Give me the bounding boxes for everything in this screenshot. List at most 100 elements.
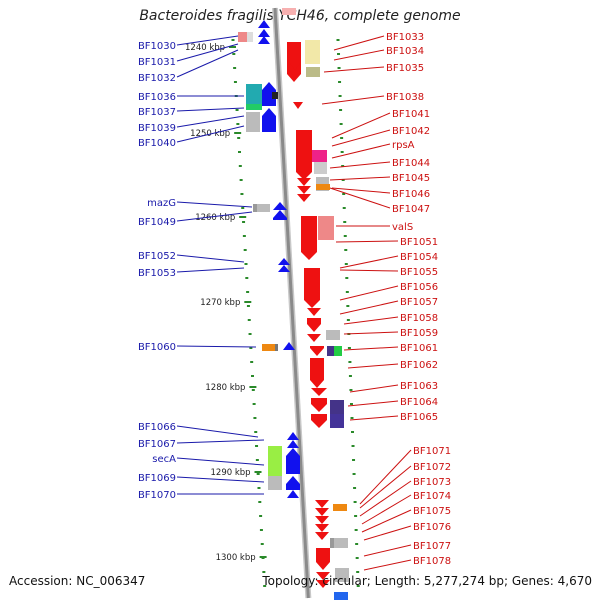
gene-label-right: BF1035 (386, 63, 424, 74)
gene-label-right: BF1038 (386, 92, 424, 103)
gene-label-left: mazG (147, 198, 176, 209)
forward-arrow (287, 432, 299, 440)
gene-callout-line (331, 187, 391, 194)
gene-label-right: BF1044 (392, 158, 430, 169)
gene-label-right: BF1072 (413, 462, 451, 473)
gene-label-left: BF1032 (138, 73, 176, 84)
reverse-arrow (297, 178, 311, 186)
feature-box (268, 446, 282, 476)
gene-label-right: BF1073 (413, 477, 451, 488)
scale-tick-label: 1280 kbp (205, 383, 245, 393)
forward-gene-block (262, 108, 276, 132)
gene-callout-line (176, 107, 245, 112)
forward-gene-block (262, 82, 276, 106)
feature-box (247, 32, 253, 42)
feature-box (326, 330, 340, 340)
gene-label-left: BF1031 (138, 57, 176, 68)
gene-label-right: BF1057 (400, 297, 438, 308)
gene-callout-line (176, 125, 245, 143)
reverse-arrow (307, 308, 321, 316)
gene-callout-line (363, 559, 412, 571)
gene-label-left: BF1039 (138, 123, 176, 134)
gene-callout-line (347, 400, 399, 407)
forward-arrow (273, 202, 287, 210)
gene-callout-line (176, 267, 245, 273)
reverse-arrow (289, 70, 301, 78)
feature-box (246, 104, 262, 110)
feature-box (246, 112, 260, 132)
gene-label-right: BF1063 (400, 381, 438, 392)
feature-box (334, 592, 348, 600)
forward-arrow (258, 29, 270, 37)
scale-tick-label: 1240 kbp (185, 43, 225, 53)
gene-label-right: BF1033 (386, 32, 424, 43)
gene-callout-line (321, 95, 385, 105)
reverse-gene-block (310, 346, 324, 356)
gene-callout-line (323, 66, 385, 73)
reverse-gene-block (311, 414, 327, 428)
gene-callout-line (359, 465, 412, 509)
scale-tick-label: 1270 kbp (200, 298, 240, 308)
gene-callout-line (349, 384, 399, 393)
gene-callout-line (363, 544, 412, 557)
reverse-arrow (315, 516, 329, 524)
gene-label-left: BF1049 (138, 217, 176, 228)
gene-label-right: BF1074 (413, 491, 451, 502)
feature-box (334, 346, 342, 356)
gene-callout-line (335, 240, 399, 243)
gene-callout-line (176, 425, 259, 438)
gene-callout-line (176, 49, 239, 78)
reverse-gene-block (311, 398, 327, 412)
gene-label-left: BF1052 (138, 251, 176, 262)
reverse-gene-block (316, 548, 330, 570)
gene-callout-line (176, 345, 257, 348)
topology-label: Topology: circular; Length: 5,277,274 bp… (262, 574, 592, 588)
reverse-gene-block (304, 268, 320, 308)
gene-label-left: BF1070 (138, 490, 176, 501)
reverse-arrow (307, 334, 321, 342)
gene-label-left: BF1060 (138, 342, 176, 353)
gene-callout-line (176, 201, 253, 208)
gene-callout-line (343, 316, 399, 325)
forward-arrow (287, 490, 299, 498)
genome-backbone (273, 7, 310, 599)
feature-box (305, 40, 320, 64)
reverse-arrow (315, 532, 329, 540)
reverse-arrow (311, 388, 327, 396)
genome-title: Bacteroides fragilis YCH46, complete gen… (139, 8, 461, 24)
gene-label-left: BF1040 (138, 138, 176, 149)
feature-box (282, 8, 296, 15)
gene-callout-line (176, 439, 265, 444)
gene-label-left: BF1069 (138, 473, 176, 484)
gene-callout-line (329, 187, 391, 209)
gene-callout-line (176, 211, 253, 222)
reverse-arrow (293, 102, 303, 109)
feature-box (268, 476, 282, 490)
gene-callout-line (343, 331, 399, 335)
gene-callout-line (339, 255, 399, 269)
gene-label-right: BF1078 (413, 556, 451, 567)
feature-box (327, 346, 335, 356)
feature-box (312, 150, 327, 162)
scale-tick-label: 1260 kbp (195, 213, 235, 223)
forward-arrow (283, 342, 295, 350)
gene-label-left: BF1037 (138, 107, 176, 118)
gene-label-right: BF1058 (400, 313, 438, 324)
gene-label-right: rpsA (392, 140, 415, 151)
gene-callout-line (331, 129, 391, 147)
feature-box (318, 216, 334, 240)
forward-arrow (287, 440, 299, 448)
reverse-arrow (316, 580, 330, 588)
reverse-gene-block (296, 130, 312, 180)
feature-box (253, 204, 257, 212)
scale-tick-label: 1290 kbp (211, 468, 251, 478)
gene-callout-line (176, 35, 239, 46)
gene-label-right: BF1042 (392, 126, 430, 137)
feature-box (330, 538, 334, 548)
feature-box (272, 92, 278, 99)
feature-box (275, 344, 278, 351)
reverse-gene-block (301, 216, 317, 260)
gene-label-left: BF1067 (138, 439, 176, 450)
gene-label-left: secA (152, 454, 176, 465)
